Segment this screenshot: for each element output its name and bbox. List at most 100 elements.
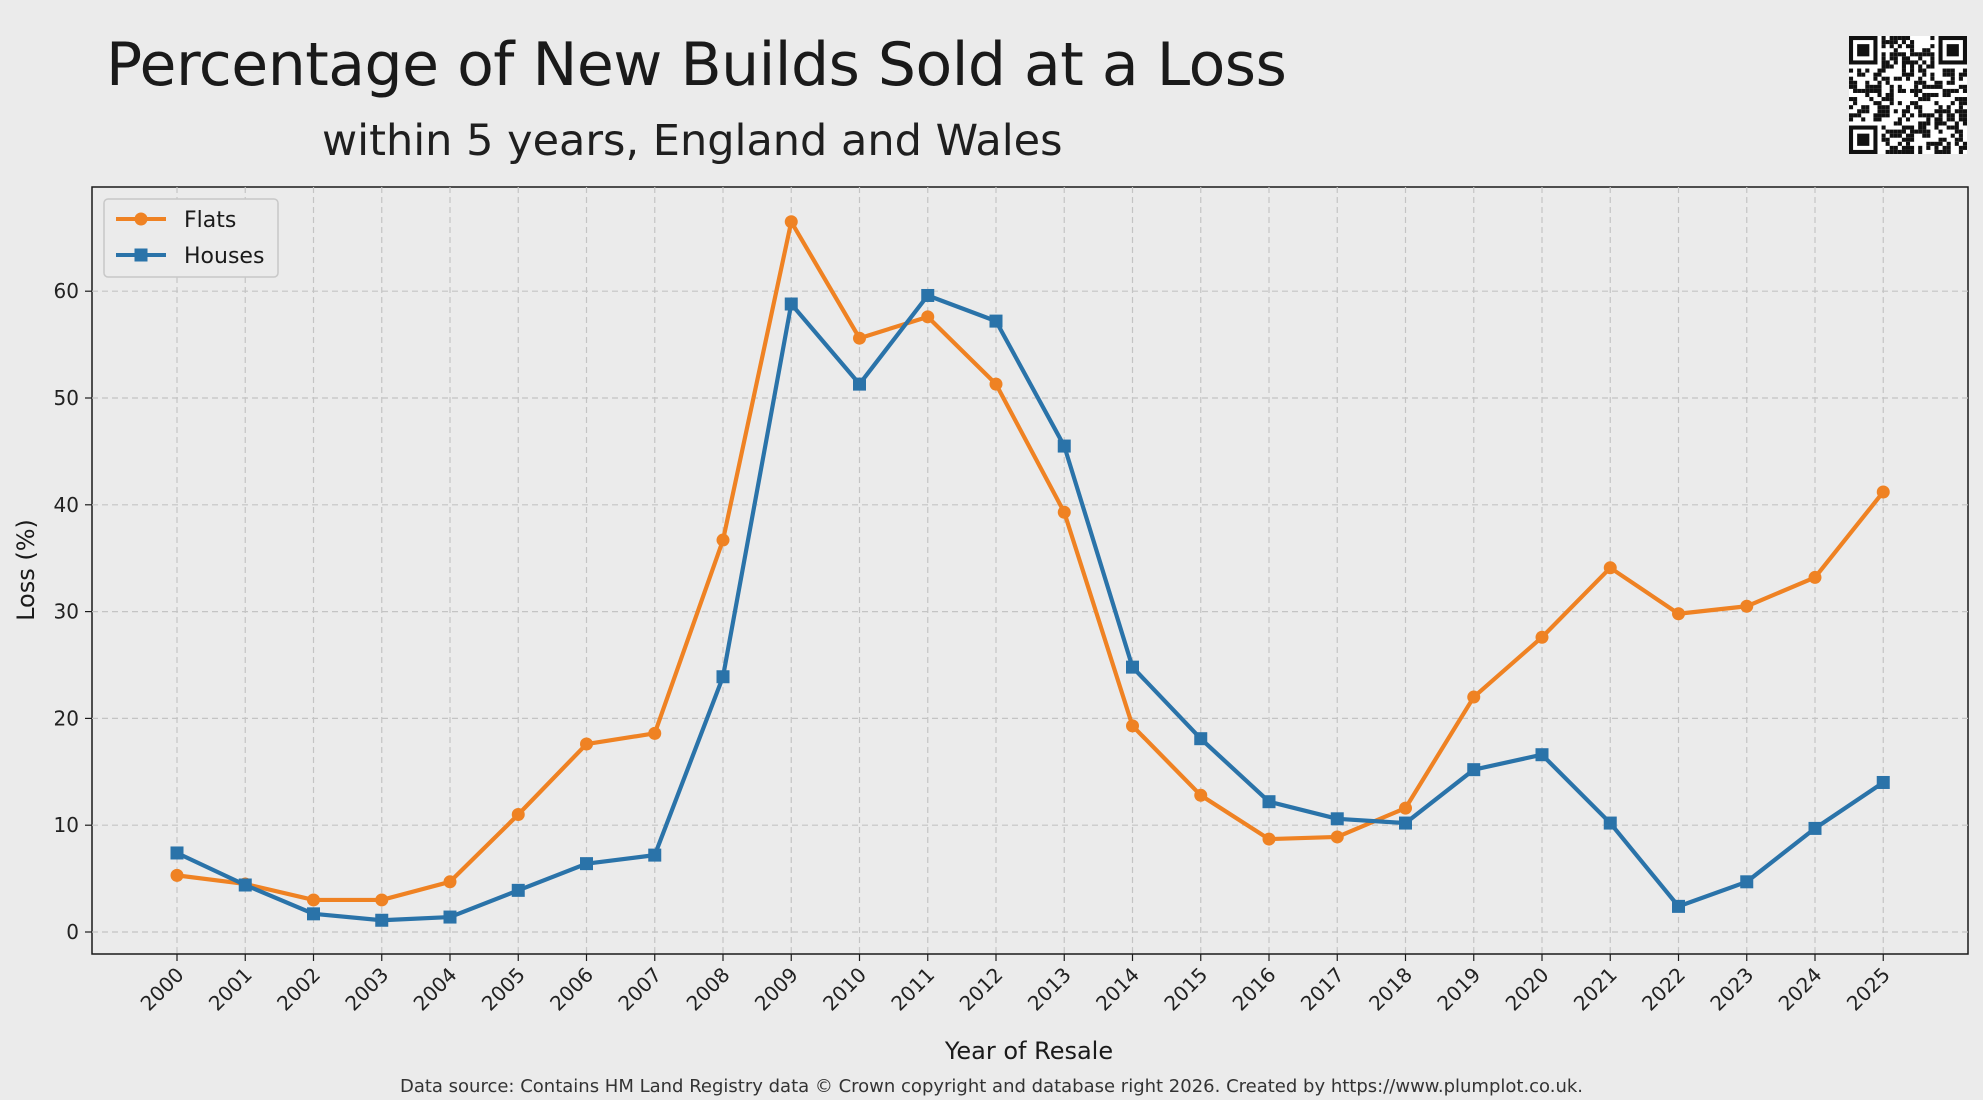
data-point-houses: [648, 848, 662, 862]
qr-module: [1905, 133, 1911, 138]
x-tick-label: 2020: [1501, 963, 1554, 1016]
x-tick-label: 2018: [1364, 963, 1417, 1016]
qr-module: [1873, 101, 1878, 106]
qr-module: [1881, 109, 1886, 114]
qr-module: [1946, 113, 1951, 118]
qr-module: [1881, 125, 1886, 130]
qr-module: [1861, 117, 1866, 122]
qr-module: [1930, 44, 1935, 49]
qr-module: [1946, 109, 1951, 114]
qr-module: [1950, 133, 1955, 138]
qr-module: [1910, 64, 1915, 69]
qr-module: [1901, 145, 1906, 150]
qr-code-icon: [1849, 36, 1967, 154]
qr-module: [1946, 149, 1951, 154]
qr-module: [1893, 56, 1898, 61]
qr-module: [1897, 101, 1902, 106]
qr-module: [1881, 36, 1886, 41]
qr-module: [1877, 84, 1882, 89]
qr-module: [1865, 68, 1870, 73]
qr-module: [1922, 72, 1927, 77]
qr-module: [1910, 113, 1915, 118]
qr-module: [1958, 76, 1963, 81]
qr-module: [1877, 88, 1882, 93]
qr-module: [1934, 92, 1939, 98]
qr-module: [1922, 97, 1927, 102]
qr-module: [1942, 137, 1947, 142]
qr-module: [1934, 109, 1939, 114]
qr-module: [1905, 137, 1911, 142]
qr-module: [1938, 141, 1943, 146]
qr-module: [1897, 88, 1902, 93]
x-tick-label: 2014: [1091, 963, 1144, 1016]
qr-module: [1877, 72, 1882, 77]
qr-module: [1946, 68, 1951, 73]
qr-module: [1897, 52, 1902, 57]
qr-module: [1914, 129, 1919, 134]
qr-module: [1918, 80, 1923, 85]
qr-module: [1942, 72, 1947, 77]
qr-module: [1849, 84, 1854, 89]
series-line-houses: [174, 293, 1886, 923]
qr-module: [1905, 44, 1911, 49]
qr-module: [1889, 133, 1894, 138]
x-tick-label: 2008: [682, 963, 735, 1016]
qr-module: [1865, 92, 1870, 98]
qr-module: [1849, 76, 1854, 81]
qr-module: [1881, 52, 1886, 57]
qr-module: [1918, 105, 1923, 110]
qr-module: [1958, 137, 1963, 142]
qr-module: [1857, 88, 1862, 93]
qr-module: [1905, 56, 1911, 61]
qr-module: [1910, 40, 1915, 45]
legend: Flats Houses: [103, 198, 279, 278]
qr-module: [1881, 68, 1886, 73]
data-point-flats: [443, 875, 457, 889]
qr-module: [1926, 92, 1931, 98]
qr-module: [1950, 113, 1955, 118]
qr-module: [1946, 92, 1951, 98]
qr-module: [1857, 113, 1862, 118]
qr-module: [1893, 133, 1898, 138]
qr-module: [1897, 36, 1902, 41]
qr-module: [1926, 97, 1931, 102]
qr-module: [1934, 141, 1939, 146]
qr-module: [1881, 44, 1886, 49]
chart-subtitle: within 5 years, England and Wales: [322, 116, 1063, 166]
x-tick-label: 2012: [955, 963, 1008, 1016]
qr-module: [1922, 80, 1927, 85]
qr-module: [1853, 113, 1858, 118]
qr-module: [1954, 137, 1959, 142]
qr-module: [1865, 80, 1870, 85]
data-point-flats: [375, 893, 389, 907]
qr-module: [1905, 76, 1911, 81]
x-tick-label: 2009: [750, 963, 803, 1016]
qr-module: [1918, 68, 1923, 73]
qr-module: [1918, 121, 1923, 126]
data-point-houses: [511, 883, 525, 897]
qr-module: [1877, 109, 1882, 114]
qr-module: [1881, 113, 1886, 118]
qr-module: [1930, 60, 1935, 65]
qr-module: [1938, 109, 1943, 114]
qr-module: [1926, 52, 1931, 57]
data-point-houses: [375, 913, 389, 927]
series-line-flats: [174, 219, 1886, 903]
legend-label-flats: Flats: [184, 208, 236, 233]
qr-module: [1930, 141, 1935, 146]
qr-module: [1905, 36, 1911, 41]
qr-module: [1934, 121, 1939, 126]
qr-module: [1873, 113, 1878, 118]
qr-module: [1905, 105, 1911, 110]
data-point-houses: [1672, 899, 1685, 913]
qr-module: [1926, 121, 1931, 126]
y-axis-title: Loss (%): [12, 519, 40, 621]
qr-module: [1897, 76, 1902, 81]
qr-module: [1901, 52, 1906, 57]
data-point-flats: [170, 868, 184, 882]
qr-module: [1910, 149, 1915, 154]
x-tick-label: 2019: [1432, 963, 1485, 1016]
qr-module: [1938, 137, 1943, 142]
qr-module: [1918, 149, 1923, 154]
qr-module: [1946, 105, 1951, 110]
